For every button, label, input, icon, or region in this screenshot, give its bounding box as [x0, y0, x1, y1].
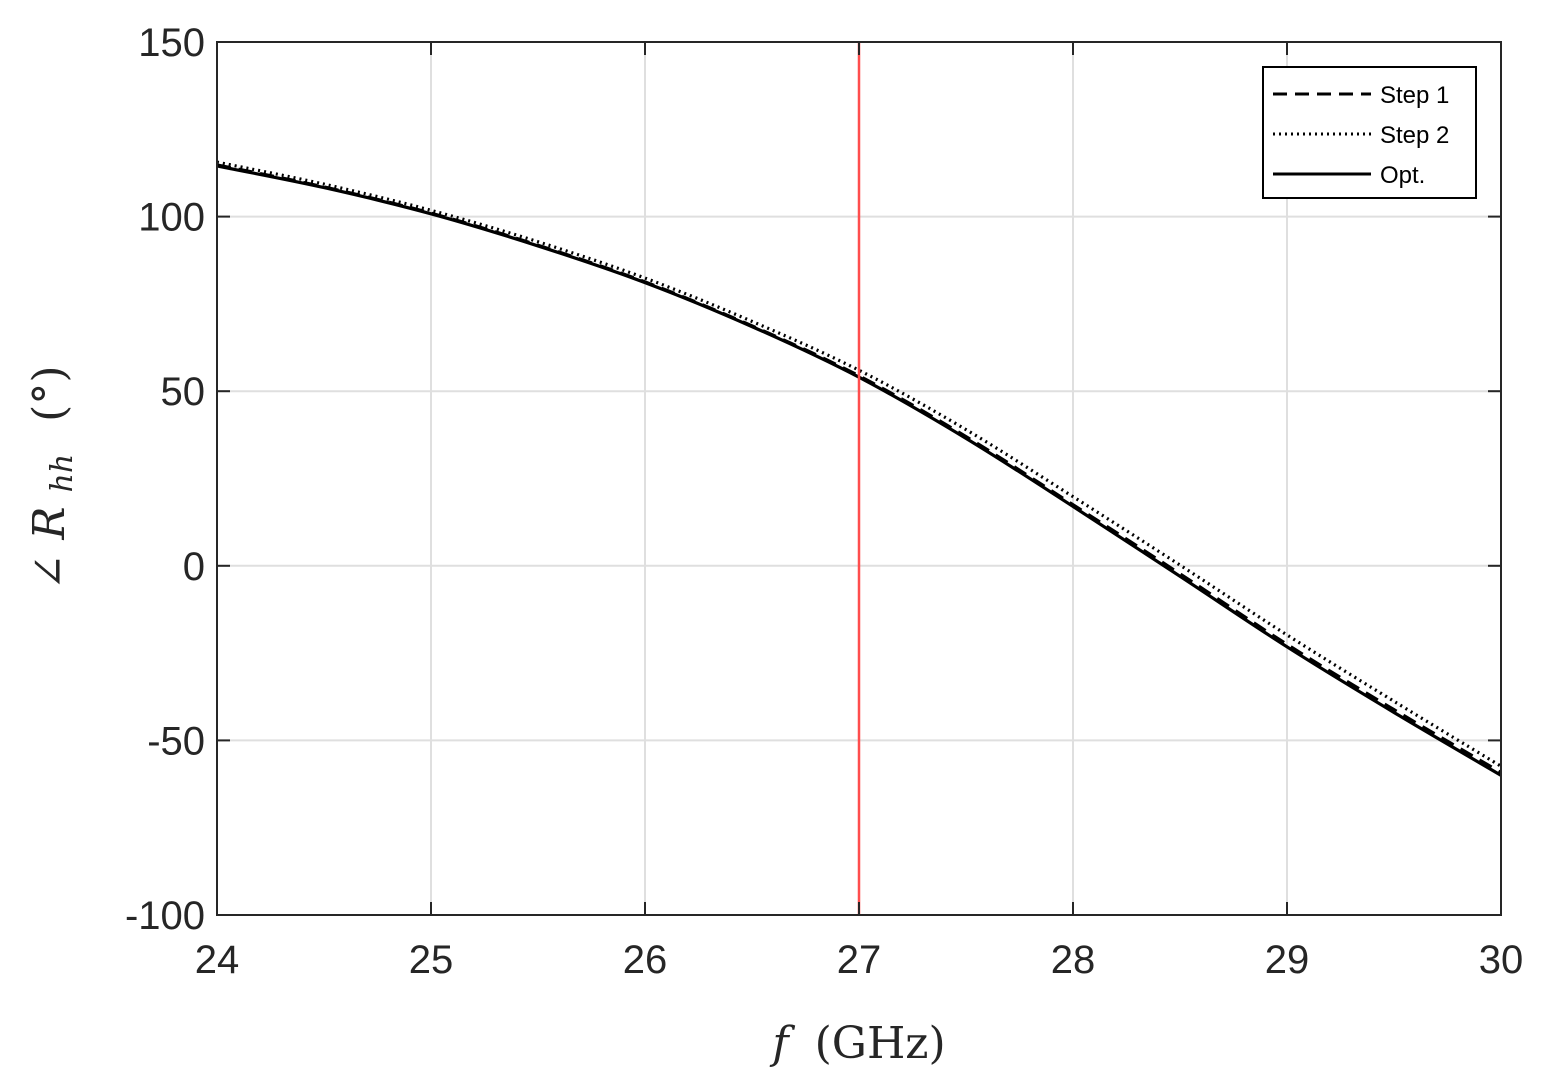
legend: Step 1 Step 2 Opt.	[1262, 66, 1477, 199]
y-axis-label-symbol: R	[24, 506, 75, 540]
legend-label-step-1: Step 1	[1380, 82, 1449, 109]
ticks	[216, 41, 1502, 916]
x-tick-label: 27	[837, 938, 882, 982]
x-tick-label: 24	[195, 938, 240, 982]
y-axis-label-subscript: hh	[45, 454, 80, 493]
y-tick-label: 0	[183, 545, 205, 589]
x-axis-label-variable: f	[769, 1018, 795, 1069]
legend-label-opt: Opt.	[1380, 162, 1425, 189]
series-line-step-2	[216, 160, 1502, 768]
x-tick-label: 29	[1265, 938, 1310, 982]
y-tick-label: -100	[125, 894, 205, 938]
x-tick-label: 26	[623, 938, 668, 982]
x-tick-label: 28	[1051, 938, 1096, 982]
legend-label-step-2: Step 2	[1380, 122, 1449, 149]
x-tick-labels: 24 25 26 27 28 29 30	[195, 938, 1524, 982]
y-axis-label-unit: (°)	[24, 365, 75, 421]
series-group	[216, 160, 1502, 777]
y-tick-label: 50	[161, 370, 206, 414]
x-tick-label: 25	[409, 938, 454, 982]
y-tick-labels: -100 -50 0 50 100 150	[125, 21, 205, 938]
y-axis-label-angle: ∠	[24, 554, 75, 591]
x-axis-label-unit: (GHz)	[815, 1018, 946, 1069]
y-tick-label: 150	[138, 21, 205, 65]
y-tick-label: 100	[138, 196, 205, 240]
y-axis-label: ∠ R hh (°)	[24, 365, 83, 590]
y-tick-label: -50	[147, 719, 205, 763]
x-axis-label: f (GHz)	[769, 1018, 945, 1069]
x-tick-label: 30	[1479, 938, 1524, 982]
series-line-opt	[216, 164, 1502, 777]
